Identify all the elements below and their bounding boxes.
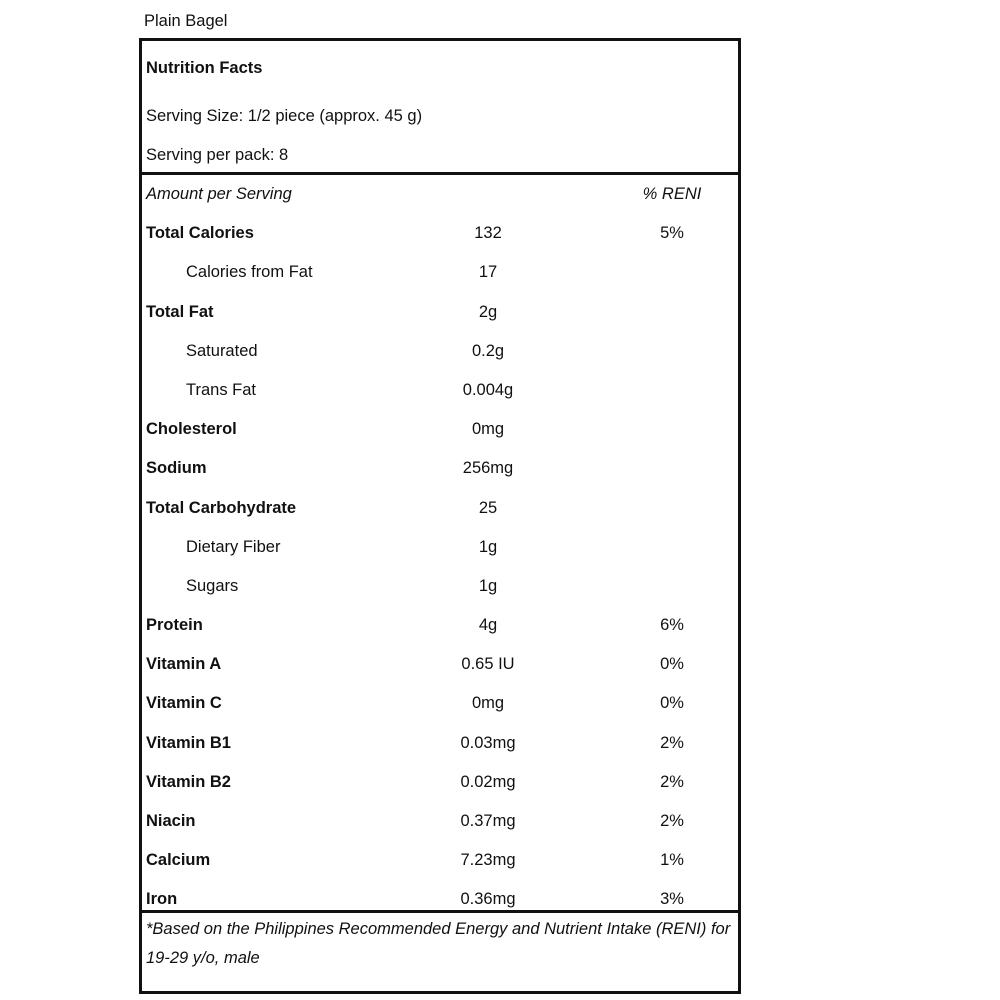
nutrient-amount: 1g <box>478 576 498 595</box>
footnote: *Based on the Philippines Recommended En… <box>142 910 738 975</box>
nutrient-name: Calcium <box>146 851 211 870</box>
nutrient-name: Sugars <box>186 576 239 595</box>
nutrient-percent: 0% <box>660 655 684 674</box>
table-row: Trans Fat 0.004g <box>142 371 738 410</box>
product-name: Plain Bagel <box>144 12 228 30</box>
nutrient-name: Vitamin B1 <box>146 733 231 752</box>
nutrient-percent: 2% <box>660 772 684 791</box>
table-row: Calcium 7.23mg 1% <box>142 841 738 880</box>
nutrient-name: Iron <box>146 890 178 909</box>
nutrient-percent: 1% <box>660 851 684 870</box>
table-row: Sodium 256mg <box>142 449 738 488</box>
nutrient-amount: 0.004g <box>462 380 514 399</box>
nutrient-name: Total Calories <box>146 224 254 243</box>
table-row: Total Carbohydrate 25 <box>142 489 738 528</box>
table-row: Vitamin A 0.65 IU 0% <box>142 645 738 684</box>
nutrient-name: Dietary Fiber <box>186 537 281 556</box>
nutrient-amount: 17 <box>478 263 498 282</box>
table-row: Niacin 0.37mg 2% <box>142 802 738 841</box>
nutrient-name: Cholesterol <box>146 420 237 439</box>
nutrient-name: Trans Fat <box>186 380 256 399</box>
serving-size: Serving Size: 1/2 piece (approx. 45 g) <box>146 107 423 125</box>
nutrient-amount: 0.2g <box>471 341 505 360</box>
nutrient-name: Vitamin B2 <box>146 772 231 791</box>
table-title: Nutrition Facts <box>146 59 263 77</box>
servings-per-pack: Serving per pack: 8 <box>146 146 289 164</box>
table-row: Sugars 1g <box>142 567 738 606</box>
nutrient-percent: 5% <box>660 224 684 243</box>
nutrient-percent: 0% <box>660 694 684 713</box>
nutrient-amount: 7.23mg <box>460 851 516 870</box>
nutrient-name: Sodium <box>146 459 207 478</box>
nutrient-amount: 0.02mg <box>460 772 516 791</box>
nutrition-facts-table: Nutrition Facts Serving Size: 1/2 piece … <box>139 38 741 994</box>
table-row: Total Fat 2g <box>142 293 738 332</box>
nutrient-name: Niacin <box>146 812 196 830</box>
column-header-row: Amount per Serving % RENI <box>142 175 738 214</box>
nutrient-name: Vitamin A <box>146 655 222 674</box>
table-row: Calories from Fat 17 <box>142 253 738 292</box>
nutrient-name: Total Carbohydrate <box>146 498 297 517</box>
nutrient-amount: 0mg <box>471 694 505 713</box>
table-row: Vitamin B1 0.03mg 2% <box>142 724 738 763</box>
nutrient-percent: 2% <box>660 812 684 830</box>
table-row: Cholesterol 0mg <box>142 410 738 449</box>
nutrient-amount: 25 <box>478 498 498 517</box>
nutrient-amount: 0.03mg <box>460 733 516 752</box>
nutrient-percent: 3% <box>660 890 684 909</box>
nutrient-percent: 6% <box>660 616 684 635</box>
nutrient-amount: 0.36mg <box>460 890 516 909</box>
table-row: Dietary Fiber 1g <box>142 528 738 567</box>
nutrient-amount: 1g <box>478 537 498 556</box>
table-row: Iron 0.36mg 3% <box>142 880 738 919</box>
nutrient-amount: 0.65 IU <box>461 655 515 674</box>
nutrient-amount: 256mg <box>462 459 514 478</box>
table-row: Saturated 0.2g <box>142 332 738 371</box>
nutrient-percent: 2% <box>660 733 684 752</box>
table-row: Total Calories 132 5% <box>142 214 738 253</box>
table-row: Vitamin C 0mg 0% <box>142 684 738 723</box>
nutrient-amount: 0mg <box>471 420 505 439</box>
table-header: Nutrition Facts Serving Size: 1/2 piece … <box>142 41 738 175</box>
nutrient-name: Vitamin C <box>146 694 222 713</box>
table-row: Protein 4g 6% <box>142 606 738 645</box>
nutrient-name: Protein <box>146 616 203 635</box>
nutrient-amount: 4g <box>478 616 498 635</box>
table-row: Vitamin B2 0.02mg 2% <box>142 763 738 802</box>
amount-header: Amount per Serving <box>146 185 292 203</box>
nutrient-rows: Amount per Serving % RENI Total Calories… <box>142 175 738 920</box>
nutrient-amount: 2g <box>478 302 498 321</box>
percent-header: % RENI <box>642 185 702 203</box>
nutrient-name: Saturated <box>186 341 258 360</box>
nutrient-name: Calories from Fat <box>186 263 313 282</box>
nutrient-name: Total Fat <box>146 302 214 321</box>
nutrient-amount: 132 <box>474 224 502 243</box>
nutrient-amount: 0.37mg <box>460 812 516 830</box>
